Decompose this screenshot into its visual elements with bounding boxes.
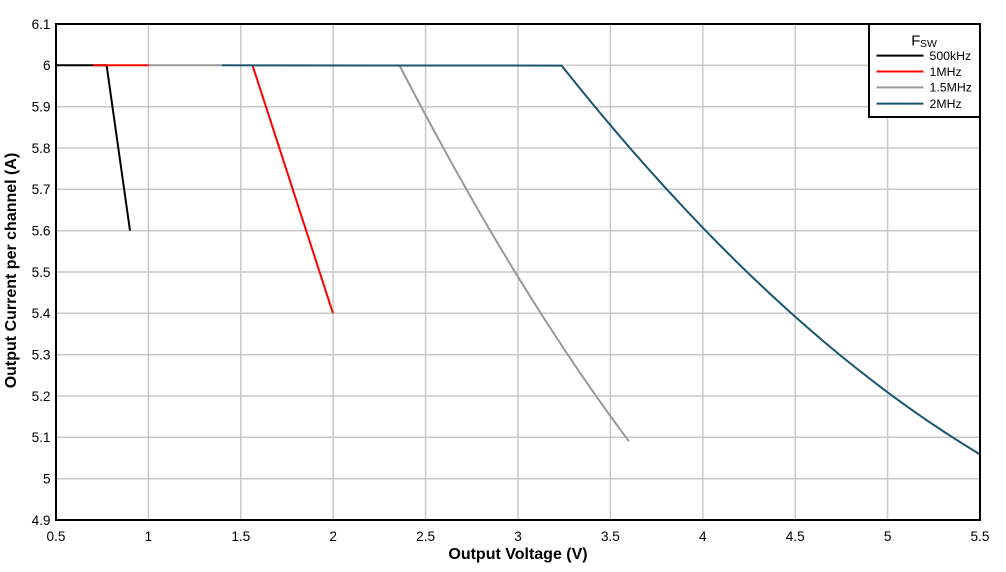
- svg-text:2MHz: 2MHz: [930, 97, 962, 111]
- svg-text:0.5: 0.5: [47, 529, 66, 544]
- svg-text:1.5: 1.5: [231, 529, 250, 544]
- svg-text:4: 4: [699, 529, 707, 544]
- svg-text:5.1: 5.1: [32, 430, 51, 445]
- svg-text:6: 6: [43, 58, 51, 73]
- svg-text:5.8: 5.8: [32, 141, 51, 156]
- svg-text:6.1: 6.1: [32, 17, 51, 32]
- svg-text:Output Current per channel (A): Output Current per channel (A): [3, 153, 20, 389]
- svg-text:5.2: 5.2: [32, 389, 51, 404]
- svg-text:5.3: 5.3: [32, 348, 51, 363]
- svg-text:5.5: 5.5: [971, 529, 990, 544]
- svg-text:5.6: 5.6: [32, 224, 51, 239]
- svg-text:2: 2: [329, 529, 337, 544]
- svg-text:5.5: 5.5: [32, 265, 51, 280]
- svg-text:Output Voltage (V): Output Voltage (V): [448, 546, 587, 563]
- svg-text:F: F: [911, 32, 920, 49]
- svg-text:5.4: 5.4: [32, 306, 51, 321]
- svg-text:5.9: 5.9: [32, 100, 51, 115]
- svg-text:5: 5: [884, 529, 892, 544]
- svg-text:3: 3: [514, 529, 522, 544]
- svg-text:2.5: 2.5: [416, 529, 435, 544]
- svg-text:SW: SW: [920, 38, 937, 50]
- svg-text:5.7: 5.7: [32, 182, 51, 197]
- svg-text:1.5MHz: 1.5MHz: [930, 81, 972, 95]
- svg-text:5: 5: [43, 472, 51, 487]
- svg-text:4.9: 4.9: [32, 513, 51, 528]
- svg-text:4.5: 4.5: [786, 529, 805, 544]
- svg-text:1: 1: [145, 529, 153, 544]
- svg-text:1MHz: 1MHz: [930, 65, 962, 79]
- svg-text:500kHz: 500kHz: [930, 49, 972, 63]
- svg-text:3.5: 3.5: [601, 529, 620, 544]
